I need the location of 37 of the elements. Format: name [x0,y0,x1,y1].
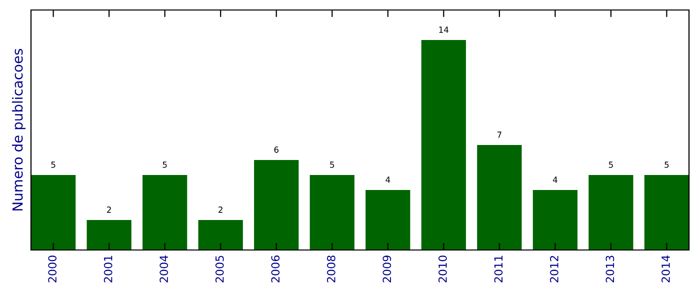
data-label: 5 [330,162,334,168]
x-tick-label: 2000 [48,256,57,282]
data-label: 5 [162,162,167,168]
bar [254,160,299,250]
bar [86,220,132,250]
data-label: 5 [51,162,56,168]
x-tick-label: 2012 [550,256,558,282]
data-label: 4 [552,176,558,183]
data-label: 4 [386,176,390,183]
data-label: 5 [664,162,669,168]
x-tick-label: 2009 [382,256,392,282]
bar [31,175,76,250]
bar [588,175,634,250]
data-label: 2 [107,206,111,213]
bar [532,190,578,250]
bar [142,175,188,250]
bar [366,190,410,250]
x-tick-label: 2008 [326,256,336,282]
y-axis-title: Numero de publicacoes [12,48,26,210]
x-tick-label: 2006 [271,256,280,282]
bar [310,175,354,250]
data-label: 5 [608,162,613,168]
x-tick-label: 2014 [662,255,670,282]
data-label: 7 [497,132,502,138]
data-label: 6 [274,146,278,153]
x-tick-label: 2001 [104,256,112,282]
x-tick-label: 2011 [494,256,503,282]
bar [421,40,466,250]
x-tick-label: 2005 [215,256,224,282]
data-label: 2 [218,206,222,213]
data-label: 14 [439,26,448,33]
x-tick-label: 2013 [606,256,614,282]
bar [644,175,689,250]
bar [477,145,522,250]
bar [198,220,243,250]
x-tick-label: 2010 [438,256,447,282]
x-tick-label: 2004 [160,255,168,282]
